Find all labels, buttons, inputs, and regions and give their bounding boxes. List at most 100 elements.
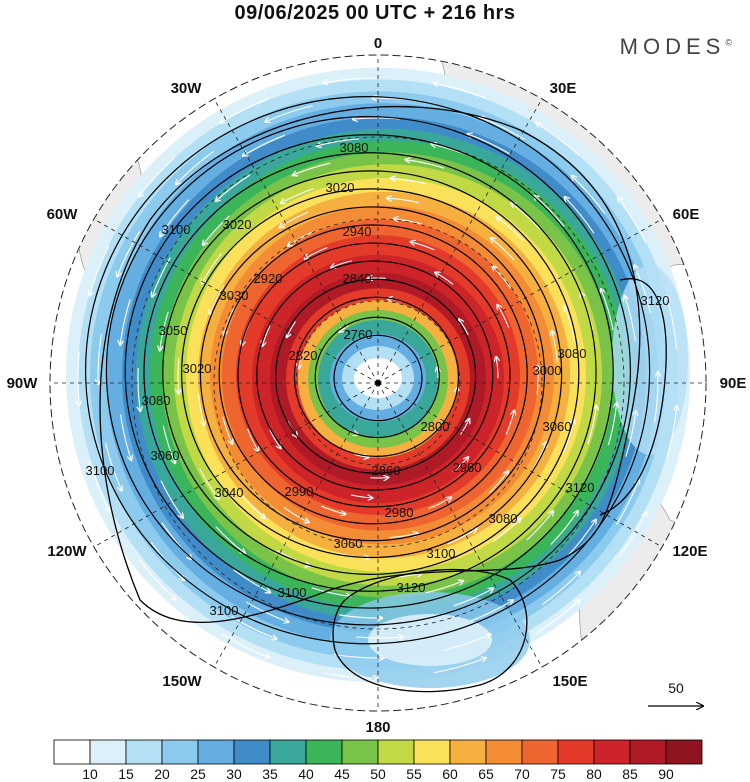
contour-label: 3120 bbox=[566, 480, 595, 495]
streamline-arrow bbox=[339, 614, 382, 618]
contour-label: 2990 bbox=[285, 484, 314, 499]
longitude-labels: 0 30E 60E 90E 120E 150E 180 150W 120W 90W 60W 30W bbox=[7, 35, 747, 736]
streamline-arrow bbox=[333, 653, 384, 658]
streamline-arrow bbox=[241, 495, 265, 518]
streamline-arrow bbox=[321, 505, 346, 514]
shading-layer bbox=[50, 55, 706, 711]
colorbar-swatch bbox=[377, 739, 415, 765]
contour-label: 3120 bbox=[397, 580, 426, 595]
height-contour bbox=[256, 260, 494, 491]
height-contour bbox=[218, 224, 528, 525]
streamline-arrow bbox=[152, 257, 171, 297]
brand-mark: © bbox=[725, 37, 732, 48]
colorbar-swatch bbox=[665, 739, 703, 765]
streamline-arrow bbox=[117, 231, 140, 276]
streamline-arrow bbox=[222, 416, 233, 444]
colorbar-swatch bbox=[485, 739, 523, 765]
colorbar-swatch bbox=[449, 739, 487, 765]
streamline-arrow bbox=[262, 325, 271, 346]
streamline-arrow bbox=[667, 296, 678, 350]
height-contour bbox=[293, 296, 459, 457]
contour-label: 2820 bbox=[289, 348, 318, 363]
contour-label: 2940 bbox=[343, 224, 372, 239]
streamline-arrow bbox=[425, 581, 464, 594]
contour-label: 3080 bbox=[142, 393, 171, 408]
streamline-arrow bbox=[299, 354, 302, 368]
streamline-arrow bbox=[354, 454, 368, 457]
longitude-label: 30W bbox=[171, 80, 203, 97]
streamline-arrow bbox=[283, 507, 309, 523]
streamline-arrow bbox=[120, 414, 132, 461]
streamline-arrow bbox=[202, 253, 222, 284]
streamline-arrow bbox=[203, 215, 230, 245]
height-contour bbox=[85, 96, 651, 645]
streamline-arrow bbox=[331, 260, 352, 268]
streamline-arrow bbox=[216, 174, 251, 201]
streamline-arrow bbox=[89, 460, 110, 511]
streamline-arrow bbox=[220, 98, 269, 123]
streamline-arrow bbox=[511, 203, 541, 230]
streamline-arrow bbox=[161, 522, 191, 559]
streamline-arrow bbox=[139, 156, 176, 197]
contour-label: 2920 bbox=[254, 271, 283, 286]
height-contour-3120 bbox=[599, 278, 667, 516]
longitude-label: 30E bbox=[550, 80, 577, 97]
contour-label: 3020 bbox=[183, 361, 212, 376]
streamline-arrow bbox=[90, 244, 110, 295]
streamline-arrow bbox=[339, 325, 349, 332]
streamline-arrow bbox=[452, 457, 469, 473]
colorbar-swatch bbox=[269, 739, 307, 765]
contour-label: 2800 bbox=[421, 419, 450, 434]
longitude-label: 90W bbox=[7, 375, 39, 392]
streamline-arrow bbox=[526, 511, 554, 541]
height-contour bbox=[105, 116, 631, 626]
streamline-arrow bbox=[356, 637, 404, 638]
colorbar-swatch bbox=[305, 739, 343, 765]
streamline-arrow bbox=[460, 419, 470, 435]
streamline-arrow bbox=[565, 307, 576, 342]
contour-label: 3100 bbox=[86, 463, 115, 478]
height-contour bbox=[143, 152, 597, 592]
contour-label: 3120 bbox=[641, 293, 670, 308]
colorbar-swatch bbox=[89, 739, 127, 765]
contour-label: 2760 bbox=[344, 327, 373, 342]
streamline-arrow bbox=[281, 188, 314, 204]
streamline-arrow bbox=[437, 367, 438, 379]
streamline-arrow bbox=[653, 372, 658, 423]
streamline-arrow bbox=[78, 351, 79, 405]
contour-label: 3020 bbox=[223, 217, 252, 232]
streamline-arrow bbox=[120, 299, 131, 345]
longitude-label: 60W bbox=[47, 206, 79, 223]
colorbar-tick-label: 45 bbox=[334, 766, 350, 782]
height-contour bbox=[124, 134, 614, 609]
streamline-arrow bbox=[162, 425, 175, 464]
colorbar-swatch bbox=[197, 739, 235, 765]
streamline-arrow bbox=[587, 406, 597, 445]
longitude-label: 90E bbox=[720, 375, 747, 392]
streamline-arrow bbox=[305, 246, 328, 259]
streamline-arrow bbox=[537, 366, 538, 395]
map-boundary bbox=[49, 54, 707, 712]
colorbar-tick-label: 55 bbox=[406, 766, 422, 782]
streamline-arrow bbox=[269, 429, 281, 449]
colorbar-tick-label: 50 bbox=[370, 766, 386, 782]
streamline-arrow bbox=[387, 198, 420, 204]
streamline-arrow bbox=[536, 600, 580, 633]
contour-label: 3030 bbox=[220, 288, 249, 303]
colorbar-swatch bbox=[413, 739, 451, 765]
streamline-arrow bbox=[666, 406, 677, 460]
streamline-arrow bbox=[368, 278, 386, 279]
streamline-arrow bbox=[323, 77, 377, 83]
height-contour-3120-closed bbox=[332, 568, 528, 693]
streamline-arrow bbox=[434, 658, 486, 674]
streamline-arrow bbox=[434, 83, 486, 99]
streamline-arrow bbox=[534, 196, 565, 227]
streamline-arrow bbox=[350, 494, 372, 498]
streamline-arrow bbox=[497, 305, 510, 328]
brand-text: MODES bbox=[619, 34, 726, 59]
colorbar-tick-label: 70 bbox=[514, 766, 530, 782]
streamline-arrow bbox=[497, 217, 524, 242]
brand-logo: MODES© bbox=[620, 34, 732, 60]
streamline-arrow bbox=[618, 198, 647, 244]
contour-label: 3100 bbox=[210, 603, 239, 618]
